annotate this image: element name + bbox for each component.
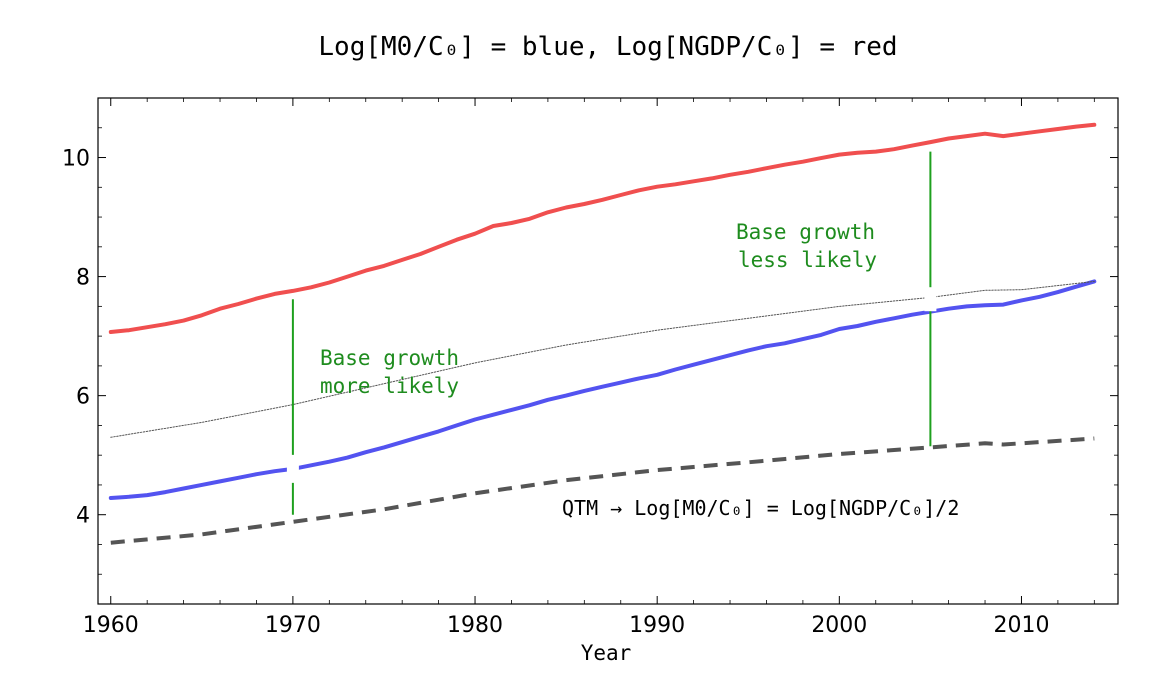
annotation-qtm: QTM → Log[M0/C₀] = Log[NGDP/C₀]/2 — [562, 496, 959, 520]
y-tick-label: 8 — [76, 266, 90, 291]
y-tick-label: 10 — [62, 147, 90, 172]
series-line-1 — [108, 279, 1097, 500]
x-tick-label: 1980 — [447, 613, 503, 638]
x-tick-label: 2010 — [993, 613, 1049, 638]
plot-frame — [97, 97, 1119, 605]
annotation-layer: Base growth more likely Base growth less… — [320, 220, 959, 520]
plot-area: 1960 1970 1980 1990 2000 2010 4 6 8 10 — [62, 97, 1119, 638]
y-tick-label: 4 — [76, 504, 90, 529]
series-line-2 — [110, 436, 1095, 545]
x-tick-label: 2000 — [811, 613, 867, 638]
annotation-less-likely-line-1: Base growth — [736, 220, 875, 244]
annotation-more-likely-line-1: Base growth — [320, 346, 459, 370]
marker-gap — [286, 454, 299, 483]
series-line-0 — [108, 122, 1097, 334]
annotation-less-likely-line-2: less likely — [738, 248, 877, 272]
x-tick-label: 1990 — [629, 613, 685, 638]
annotation-more-likely-line-2: more likely — [320, 374, 459, 398]
chart-title: Log[M0/C₀] = blue, Log[NGDP/C₀] = red — [318, 32, 897, 62]
x-axis-label: Year — [581, 641, 632, 665]
series-layer — [108, 122, 1097, 545]
marker-gap-2 — [924, 287, 937, 312]
y-tick-label: 6 — [76, 385, 90, 410]
series-line-3 — [110, 280, 1095, 438]
x-tick-label: 1960 — [83, 613, 139, 638]
x-tick-label: 1970 — [265, 613, 321, 638]
marker-layer — [286, 151, 937, 515]
